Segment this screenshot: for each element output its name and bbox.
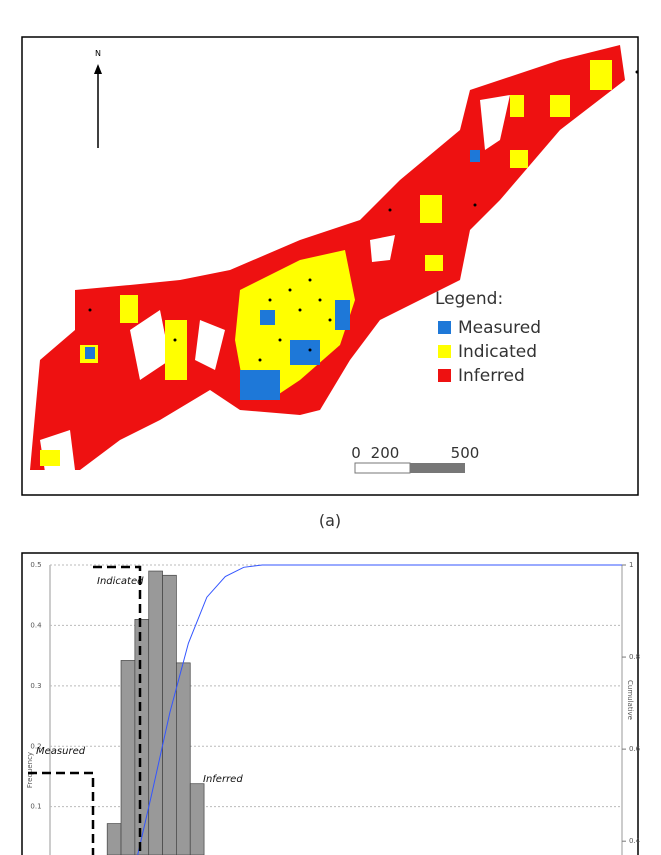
drillholes [88,70,639,362]
legend-label: Indicated [458,342,537,362]
y-tick-label: 0.1 [30,803,41,811]
legend-title: Legend: [435,289,503,309]
indicated-area [40,60,612,466]
y-axis-title: Frequency [26,752,34,788]
bar [176,662,191,855]
annotation: Inferred [203,774,243,785]
caption: (a) [319,511,341,530]
legend-label: Measured [458,318,541,338]
legend-swatch [438,345,451,358]
bar [106,823,122,855]
map-panel: N Legend: Measured Indicated Inferred 0 20… [21,36,639,496]
y-tick-label: 0.4 [30,621,42,629]
measured-area [85,150,480,400]
bar [120,660,136,855]
annotation: Measured [36,746,86,757]
indicated-box [93,565,142,855]
y-tick-label: 0.2 [30,742,41,750]
measured-box [28,771,95,855]
y2-tick-label: 0.4 [629,837,641,845]
chart-frame [21,552,639,855]
legend-swatch [438,369,451,382]
north-label: N [95,49,101,58]
y2-tick-label: 0.8 [629,653,640,661]
north-arrow: N [94,49,102,148]
bar [134,619,150,855]
bar [148,570,163,855]
legend-swatch [438,321,451,334]
y-tick-label: 0.3 [30,682,41,690]
legend-label: Inferred [458,366,525,386]
scale-bar: 0 200 500 [351,444,480,474]
y2-tick-label: 1 [629,561,633,569]
legend: Measured Indicated Inferred [438,318,541,386]
cdf-line [137,564,622,855]
scale-label: 200 [371,444,400,462]
y2-tick-label: 0.6 [629,745,641,753]
scale-label: 0 [351,444,361,462]
y-tick-label: 0.5 [30,561,41,569]
annotation: Indicated [97,576,144,587]
bar [189,783,205,855]
y2-axis-title: Cumulative [626,680,634,720]
chart: 0.5 0.4 0.3 0.2 0.1 1 0.8 0.6 0.4 Frequency Cumula… [26,561,641,855]
scale-label: 500 [451,444,480,462]
